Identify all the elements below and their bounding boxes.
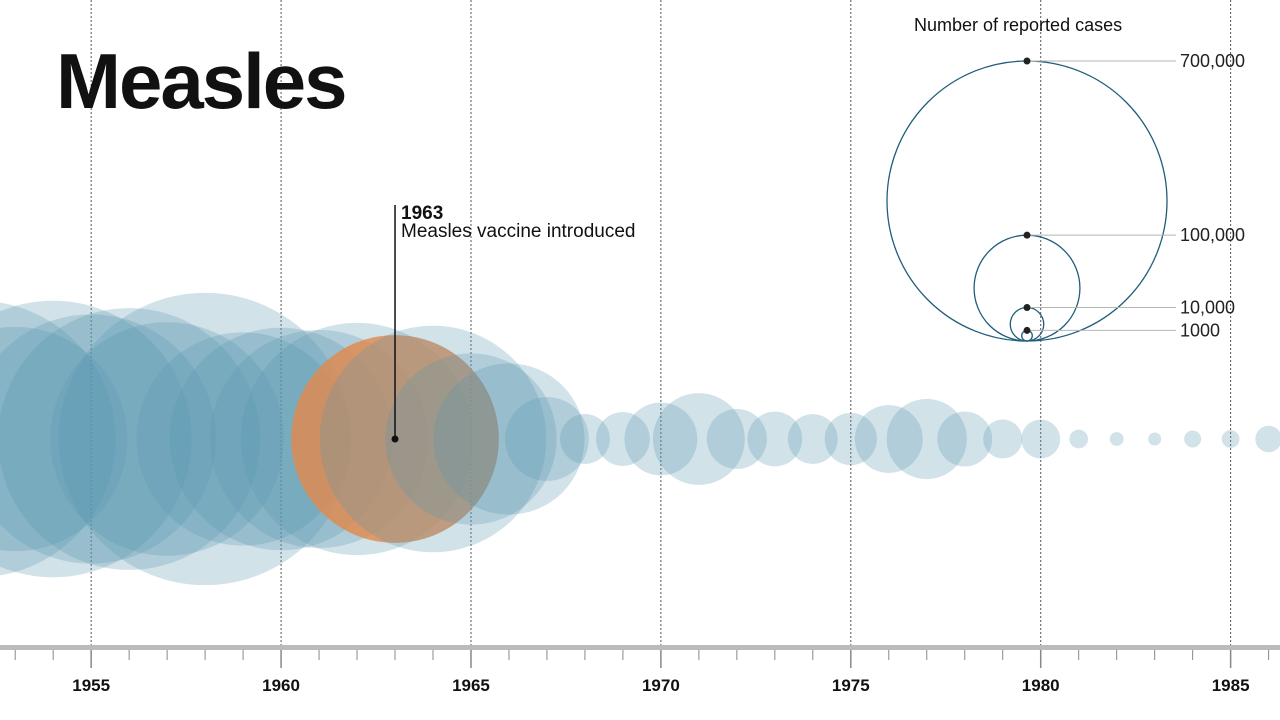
bubble-1969 bbox=[596, 412, 650, 466]
bubble-1985 bbox=[1221, 430, 1240, 448]
legend-label-10000: 10,000 bbox=[1180, 298, 1235, 318]
annotation-dot bbox=[391, 435, 399, 443]
bubble-1980 bbox=[1021, 419, 1061, 459]
x-tick-label-1955: 1955 bbox=[72, 676, 110, 695]
bubble-1952 bbox=[0, 302, 116, 576]
year-gridlines bbox=[90, 0, 1232, 648]
x-tick-label-1985: 1985 bbox=[1212, 676, 1250, 695]
axis-bar bbox=[0, 645, 1280, 650]
x-tick-label-1970: 1970 bbox=[642, 676, 680, 695]
annotation-text: Measles vaccine introduced bbox=[401, 221, 635, 242]
legend-label-1000: 1000 bbox=[1180, 320, 1220, 340]
x-axis: 1955 1960 1965 1970 1975 1980 1985 bbox=[0, 645, 1280, 695]
legend-label-700000: 700,000 bbox=[1180, 51, 1245, 71]
bubble-1978 bbox=[937, 411, 993, 467]
bubble-1954 bbox=[0, 300, 192, 578]
bubble-1984 bbox=[1184, 430, 1202, 448]
bubble-1982 bbox=[1109, 432, 1124, 446]
bubble-series bbox=[0, 292, 1280, 586]
bubble-1953 bbox=[0, 326, 128, 552]
x-tick-label-1960: 1960 bbox=[262, 676, 300, 695]
bubble-1966 bbox=[433, 363, 585, 515]
bubble-1955 bbox=[0, 314, 216, 564]
bubble-1959 bbox=[136, 332, 350, 546]
legend-dot-100000 bbox=[1023, 231, 1031, 239]
legend-label-100000: 100,000 bbox=[1180, 225, 1245, 245]
bubble-1974 bbox=[787, 414, 838, 464]
vaccine-annotation: 1963 Measles vaccine introduced bbox=[391, 203, 635, 443]
bubble-1972 bbox=[706, 408, 767, 470]
bubble-1970 bbox=[624, 402, 698, 476]
chart-title: Measles bbox=[56, 37, 346, 125]
legend-circle-700000 bbox=[886, 60, 1168, 342]
bubble-1958 bbox=[58, 292, 352, 586]
x-tick-label-1975: 1975 bbox=[832, 676, 870, 695]
bubble-1975 bbox=[824, 412, 877, 466]
legend-dot-10000 bbox=[1023, 304, 1031, 312]
bubble-1983 bbox=[1148, 432, 1162, 446]
bubble-1973 bbox=[747, 411, 803, 467]
legend-circle-10000 bbox=[1009, 306, 1045, 342]
bubble-1956 bbox=[0, 308, 260, 570]
legend-dot-1000 bbox=[1023, 326, 1031, 334]
bubble-1967 bbox=[505, 397, 589, 481]
bubble-1964 bbox=[319, 325, 547, 553]
bubble-1986 bbox=[1255, 425, 1280, 453]
bubble-1957 bbox=[50, 322, 284, 556]
bubble-1979 bbox=[983, 419, 1023, 459]
legend-title: Number of reported cases bbox=[914, 15, 1122, 35]
bubble-1981 bbox=[1069, 429, 1089, 449]
bubble-1968 bbox=[559, 414, 610, 464]
size-legend: Number of reported cases 700,000 100,000 1… bbox=[886, 15, 1245, 342]
x-tick-label-1965: 1965 bbox=[452, 676, 490, 695]
bubble-1977 bbox=[886, 398, 967, 480]
bubble-1971 bbox=[652, 393, 745, 485]
legend-circle-100000 bbox=[973, 234, 1081, 342]
bubble-1965 bbox=[385, 353, 557, 525]
annotation-year: 1963 bbox=[401, 203, 443, 224]
x-tick-label-1980: 1980 bbox=[1022, 676, 1060, 695]
legend-dot-700000 bbox=[1023, 57, 1031, 65]
bubble-1976 bbox=[854, 405, 923, 473]
